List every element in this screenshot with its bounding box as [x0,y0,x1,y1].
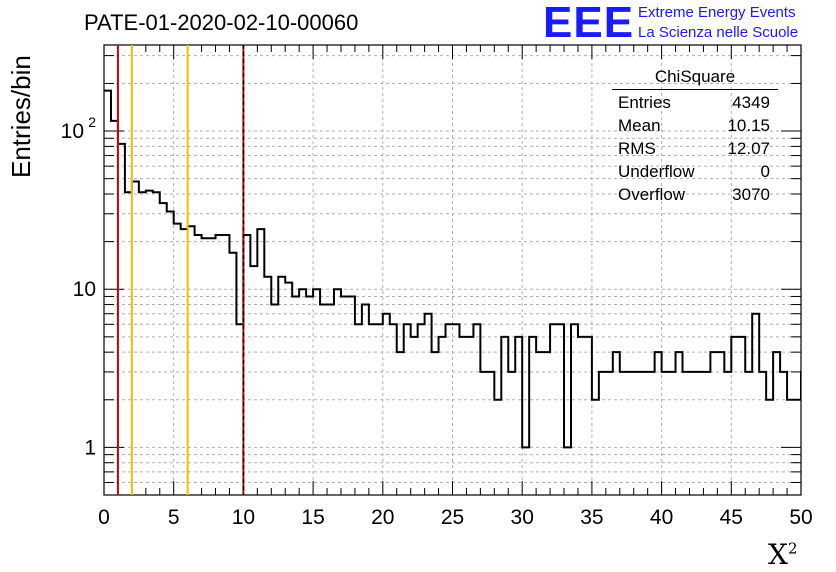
stats-label: Overflow [618,185,686,204]
stats-row-mean: Mean 10.15 [612,114,778,137]
stats-label: Underflow [618,162,695,181]
stats-value: 3070 [732,185,770,204]
x-tick-label: 45 [720,506,743,529]
eee-logo-line1: Extreme Energy Events [638,4,796,21]
eee-logo: EEE [543,0,635,47]
x-tick-label: 0 [98,506,110,529]
x-tick-label: 15 [301,506,324,529]
y-tick-label: 10 [73,278,96,301]
y-tick-label-exponent: 2 [88,114,96,130]
x-tick-label: 30 [511,506,534,529]
y-axis-label: Entries/bin [6,55,36,178]
stats-row-overflow: Overflow 3070 [612,183,778,206]
y-tick-label: 10 [61,120,84,143]
x-axis-label-superscript: 2 [787,539,798,558]
stats-value: 0 [760,162,770,181]
stats-value: 12.07 [727,139,770,158]
x-axis-label: X2 [768,538,797,571]
stats-label: Entries [618,93,671,112]
x-tick-label: 25 [441,506,464,529]
chart-title: PATE-01-2020-02-10-00060 [84,10,359,35]
y-tick-label: 1 [84,436,96,459]
stats-box-title: ChiSquare [612,66,778,90]
x-axis-label-text: X [768,538,788,571]
stats-label: RMS [618,139,656,158]
stats-value: 10.15 [727,116,770,135]
stats-row-rms: RMS 12.07 [612,137,778,160]
x-tick-label: 40 [650,506,673,529]
stats-row-underflow: Underflow 0 [612,160,778,183]
x-tick-label: 50 [789,506,812,529]
x-tick-label: 5 [168,506,180,529]
x-tick-label: 10 [232,506,255,529]
x-tick-label: 20 [371,506,394,529]
x-tick-label: 35 [580,506,603,529]
stats-row-entries: Entries 4349 [612,91,778,114]
stats-value: 4349 [732,93,770,112]
stats-label: Mean [618,116,661,135]
eee-logo-line2: La Scienza nelle Scuole [638,24,799,41]
stats-box: ChiSquare Entries 4349 Mean 10.15 RMS 12.07… [612,66,778,206]
